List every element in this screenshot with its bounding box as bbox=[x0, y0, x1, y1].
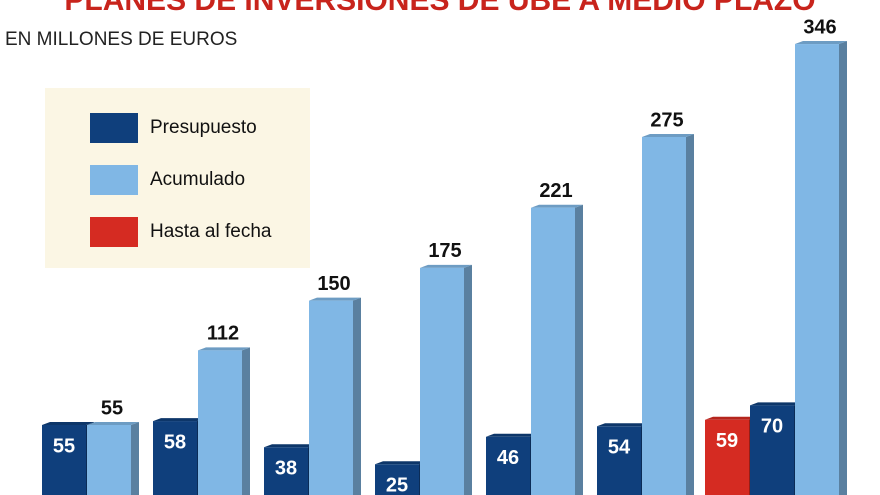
bar-top bbox=[597, 423, 649, 427]
bar-top bbox=[486, 433, 538, 437]
bar-top bbox=[309, 297, 361, 301]
bar-top bbox=[531, 204, 583, 208]
chart-subtitle: EN MILLONES DE EUROS bbox=[5, 29, 237, 50]
bar bbox=[198, 350, 242, 495]
bar-side bbox=[464, 264, 472, 495]
value-label: 150 bbox=[317, 273, 350, 295]
bar-top bbox=[642, 134, 694, 137]
bar bbox=[531, 207, 575, 495]
value-label: 25 bbox=[386, 475, 408, 495]
bar-side bbox=[242, 347, 250, 495]
bar bbox=[795, 44, 839, 495]
value-label: 54 bbox=[608, 437, 631, 459]
bar-top bbox=[198, 347, 250, 351]
value-label: 112 bbox=[207, 323, 239, 345]
bar-top bbox=[153, 418, 205, 422]
value-label: 59 bbox=[716, 430, 738, 452]
bar-side bbox=[575, 204, 583, 495]
chart-title: PLANES DE INVERSIONES DE UBE A MEDIO PLA… bbox=[64, 0, 815, 17]
bar-side bbox=[131, 422, 139, 495]
value-label: 46 bbox=[497, 447, 519, 469]
bar-side bbox=[839, 41, 847, 495]
bar-top bbox=[42, 422, 94, 425]
bar-top bbox=[375, 461, 427, 465]
bar bbox=[642, 137, 686, 495]
bar bbox=[264, 447, 308, 495]
bar-side bbox=[686, 134, 694, 495]
bar bbox=[42, 425, 86, 495]
value-label: 55 bbox=[53, 435, 75, 457]
value-label: 38 bbox=[275, 458, 297, 480]
value-label: 58 bbox=[164, 431, 186, 453]
legend-swatch bbox=[90, 113, 138, 143]
value-label: 55 bbox=[101, 397, 123, 419]
bar bbox=[153, 421, 197, 495]
bar bbox=[309, 300, 353, 495]
bar bbox=[87, 425, 131, 495]
value-label: 70 bbox=[761, 416, 783, 438]
value-label: 346 bbox=[803, 16, 836, 38]
bar-top bbox=[750, 402, 802, 406]
value-label: 221 bbox=[539, 180, 572, 202]
legend-label: Presupuesto bbox=[150, 117, 257, 138]
value-label: 175 bbox=[428, 240, 461, 262]
bar-top bbox=[420, 264, 472, 268]
bar bbox=[375, 464, 419, 495]
legend-box bbox=[45, 88, 310, 268]
value-label: 275 bbox=[650, 109, 683, 131]
bar-side bbox=[353, 297, 361, 495]
bar bbox=[750, 405, 794, 495]
bar bbox=[705, 419, 749, 495]
legend-label: Hasta al fecha bbox=[150, 221, 272, 242]
legend-swatch bbox=[90, 165, 138, 195]
bar bbox=[420, 267, 464, 495]
bar bbox=[597, 426, 641, 495]
bar bbox=[486, 436, 530, 495]
bar-top bbox=[87, 422, 139, 425]
legend-swatch bbox=[90, 217, 138, 247]
legend-label: Acumulado bbox=[150, 169, 245, 190]
bar-top bbox=[264, 444, 316, 448]
bar-top bbox=[705, 416, 757, 420]
bar-top bbox=[795, 41, 847, 45]
